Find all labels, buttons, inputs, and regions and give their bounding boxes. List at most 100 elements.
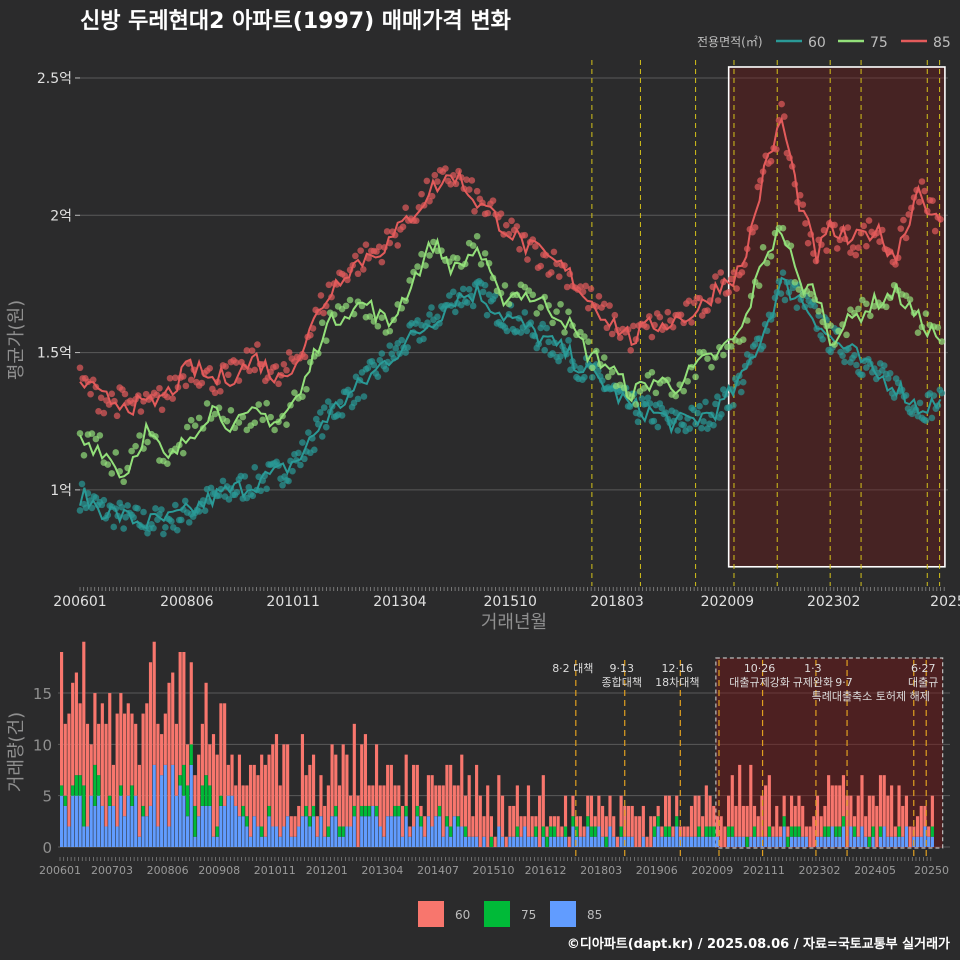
volume-bar-85 [849, 826, 853, 847]
volume-bar-85 [893, 836, 897, 847]
volume-bar-60 [764, 785, 768, 837]
volume-bar-85 [145, 816, 149, 847]
volume-bar-60 [867, 795, 871, 837]
volume-bar-85 [552, 836, 556, 847]
price-line-60 [79, 276, 942, 530]
legend-top: 전용면적(㎡) 60 75 85 [697, 35, 951, 51]
volume-bar-60 [393, 785, 397, 806]
price-point-60 [174, 526, 181, 534]
price-point-75 [640, 385, 648, 392]
price-point-60 [859, 371, 866, 379]
price-point-75 [96, 432, 104, 439]
price-point-60 [420, 335, 427, 343]
price-point-85 [412, 217, 420, 224]
legend-label-75: 75 [870, 35, 888, 51]
volume-bar-85 [197, 816, 201, 847]
volume-x-tick-label: 201011 [254, 864, 296, 877]
price-point-60 [777, 290, 785, 297]
price-point-75 [211, 410, 219, 418]
legend-title: 전용면적(㎡) [697, 35, 763, 49]
price-point-75 [759, 244, 767, 251]
volume-bar-85 [901, 836, 905, 847]
price-point-85 [399, 223, 407, 231]
price-point-85 [473, 187, 481, 195]
volume-bar-75 [563, 826, 568, 837]
price-point-75 [136, 432, 143, 439]
volume-bar-85 [734, 836, 738, 847]
price-point-75 [922, 310, 930, 317]
volume-bar-60 [656, 805, 660, 817]
volume-bar-85 [245, 826, 249, 847]
volume-x-tick-label: 200601 [39, 864, 81, 877]
volume-bar-60 [260, 754, 264, 827]
volume-bar-85 [656, 826, 660, 847]
volume-bar-85 [652, 836, 657, 847]
volume-bar-60 [434, 785, 438, 817]
price-point-75 [561, 329, 568, 336]
price-point-85 [280, 361, 288, 368]
volume-bar-85 [219, 805, 223, 847]
price-point-75 [577, 328, 584, 336]
volume-bar-60 [534, 816, 538, 827]
volume-bar-60 [378, 785, 382, 827]
price-point-85 [611, 311, 619, 319]
price-point-75 [80, 451, 88, 459]
volume-bar-85 [471, 836, 475, 847]
price-point-75 [243, 426, 251, 434]
volume-bar-85 [575, 836, 579, 847]
volume-bar-85 [315, 836, 319, 847]
volume-bar-75 [834, 826, 838, 837]
volume-bar-85 [667, 836, 671, 847]
volume-bar-85 [923, 826, 927, 847]
volume-bar-75 [141, 805, 145, 817]
price-point-85 [198, 379, 206, 387]
price-point-85 [187, 376, 195, 384]
volume-bar-60 [530, 816, 534, 837]
price-x-tick-label: 201011 [266, 594, 319, 610]
volume-bar-75 [74, 775, 78, 796]
price-point-75 [704, 355, 711, 362]
price-point-85 [712, 273, 719, 280]
volume-bar-60 [367, 785, 371, 806]
volume-bar-60 [923, 805, 927, 827]
volume-bar-60 [237, 754, 242, 817]
price-point-60 [338, 412, 346, 419]
volume-bar-60 [215, 754, 219, 827]
price-point-85 [156, 384, 163, 392]
volume-bar-85 [608, 826, 612, 847]
price-point-75 [672, 392, 680, 400]
volume-bar-75 [704, 826, 708, 837]
volume-bar-60 [589, 795, 594, 827]
price-point-85 [164, 393, 171, 401]
volume-bar-60 [211, 734, 216, 837]
volume-bar-85 [89, 795, 93, 847]
volume-bar-60 [730, 775, 734, 827]
volume-bar-60 [797, 795, 801, 827]
price-point-85 [929, 197, 936, 204]
volume-y-tick-label: 0 [42, 839, 52, 857]
price-point-85 [844, 224, 852, 231]
price-point-60 [819, 335, 826, 343]
volume-bar-85 [211, 836, 216, 847]
volume-bar-85 [452, 816, 456, 847]
price-point-85 [595, 293, 603, 300]
volume-bar-60 [500, 795, 505, 837]
price-point-85 [402, 204, 409, 211]
volume-bar-60 [245, 785, 249, 817]
volume-bar-75 [404, 805, 408, 817]
volume-bar-75 [311, 805, 316, 817]
footer-credit: ©디아파트(dapt.kr) / 2025.08.06 / 자료=국토교통부 실… [567, 936, 950, 952]
volume-bar-60 [85, 723, 90, 827]
price-point-60 [295, 449, 302, 457]
volume-bar-60 [486, 785, 490, 847]
price-point-85 [502, 221, 510, 229]
volume-bar-85 [727, 836, 731, 847]
volume-bar-60 [552, 816, 556, 827]
price-point-60 [739, 378, 747, 386]
price-point-85 [677, 311, 685, 319]
price-point-75 [934, 324, 942, 331]
volume-bar-75 [337, 826, 342, 837]
volume-bar-60 [126, 703, 130, 796]
volume-bar-60 [204, 682, 208, 776]
price-point-60 [483, 311, 491, 319]
